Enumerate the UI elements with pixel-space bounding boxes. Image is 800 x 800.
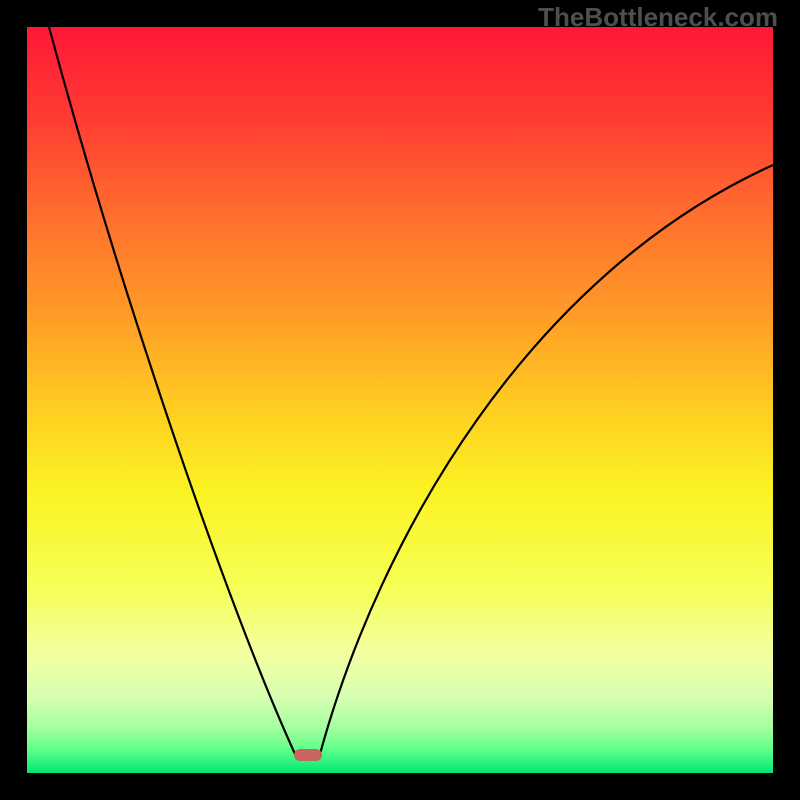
curve-right-branch <box>320 165 773 754</box>
chart-container: TheBottleneck.com <box>0 0 800 800</box>
watermark-text: TheBottleneck.com <box>538 2 778 33</box>
bottleneck-curve <box>0 0 800 800</box>
current-position-marker <box>294 749 322 761</box>
curve-left-branch <box>49 27 295 754</box>
